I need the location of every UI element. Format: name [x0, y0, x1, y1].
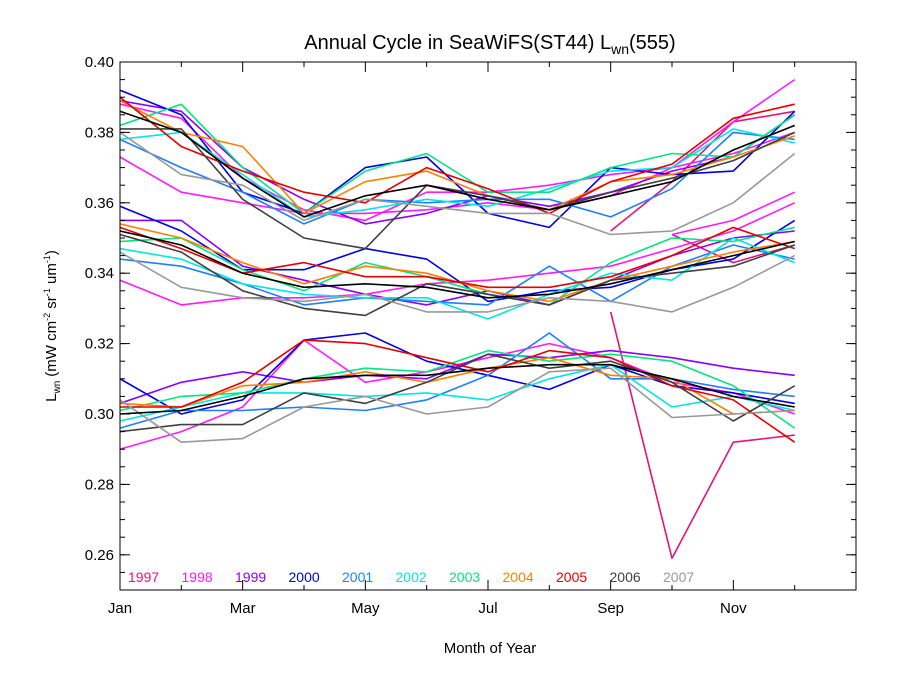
y-axis-label-mid2: um: [43, 263, 60, 288]
x-axis-ticks: Jan Mar May Jul Sep Nov: [108, 62, 796, 617]
legend-item-2006: 2006: [610, 569, 641, 585]
y-axis-label-mid1: sr: [43, 296, 60, 313]
legend-item-2005: 2005: [556, 569, 587, 585]
y-axis-label: Lwn(mW cm-2 sr-1 um-1): [42, 250, 63, 402]
series-line-2007: [119, 251, 796, 313]
x-tick-label: Sep: [597, 600, 624, 617]
series-line-2005: [120, 339, 796, 443]
series-lines: [119, 78, 796, 560]
series-line-black: [119, 110, 795, 218]
y-tick-label: 0.30: [85, 406, 114, 423]
y-axis-label-sup2: -1: [42, 288, 52, 296]
legend-item-1998: 1998: [182, 569, 213, 585]
legend-item-1999: 1999: [235, 569, 266, 585]
chart-title: Annual Cycle in SeaWiFS(ST44) Lwn(555): [304, 32, 675, 57]
x-tick-label: May: [351, 600, 380, 617]
series-line-1998: [671, 191, 796, 236]
series-line-black: [119, 363, 795, 415]
y-tick-label: 0.34: [85, 265, 114, 282]
legend-item-2000: 2000: [289, 569, 320, 585]
series-line-1997: [671, 233, 795, 264]
y-axis-label-main: L: [43, 394, 60, 402]
legend-item-2004: 2004: [503, 569, 534, 585]
series-line-2006: [119, 353, 796, 433]
series-line-1999: [119, 99, 796, 225]
y-axis-label-units: (mW cm: [43, 321, 60, 377]
series-line-2007: [119, 367, 795, 444]
series-line-1997: [610, 110, 795, 232]
chart-title-main: Annual Cycle in SeaWiFS(ST44) L: [304, 32, 611, 54]
series-line-2003: [119, 103, 796, 215]
y-tick-label: 0.28: [85, 476, 114, 493]
legend-item-2001: 2001: [342, 569, 373, 585]
series-line-2004: [119, 356, 795, 415]
series-line-2004: [119, 99, 795, 215]
series-line-1998: [119, 131, 795, 215]
x-tick-label: Nov: [720, 600, 747, 617]
legend-item-2002: 2002: [396, 569, 427, 585]
y-tick-label: 0.26: [85, 547, 114, 564]
x-axis-label: Month of Year: [444, 640, 537, 657]
x-tick-label: Jan: [108, 600, 132, 617]
series-line-black: [119, 230, 795, 299]
y-tick-label: 0.36: [85, 195, 114, 212]
series-line-2000: [119, 89, 796, 229]
series-line-2003: [119, 349, 796, 429]
series-line-2006: [119, 233, 795, 317]
series-line-2001: [119, 332, 795, 429]
series-line-1997: [609, 311, 795, 560]
legend-item-2007: 2007: [663, 569, 694, 585]
y-axis-label-sup1: -2: [42, 313, 52, 321]
series-line-2002: [119, 237, 795, 320]
y-tick-label: 0.40: [85, 54, 114, 71]
y-axis-label-subscript: wn: [52, 381, 63, 395]
chart-title-tail: (555): [629, 32, 676, 54]
series-line-1999: [119, 349, 795, 405]
y-axis-label-end: ): [43, 250, 60, 255]
y-tick-label: 0.38: [85, 124, 114, 141]
series-line-2003: [119, 226, 795, 306]
series-line-2007: [119, 131, 796, 236]
plot-frame: [119, 61, 857, 591]
x-tick-label: Mar: [230, 600, 256, 617]
x-tick-label: Jul: [478, 600, 497, 617]
legend-item-1997: 1997: [128, 569, 159, 585]
series-line-2005: [119, 96, 795, 215]
legend-item-2003: 2003: [449, 569, 480, 585]
chart-title-subscript: wn: [610, 41, 629, 57]
series-line-2006: [120, 128, 796, 250]
legend: 1997 1998 1999 2000 2001 2002 2003 2004 2005 2006…: [128, 569, 694, 585]
series-line-2001: [119, 244, 795, 306]
y-axis-label-sup3: -1: [42, 255, 52, 263]
y-tick-label: 0.32: [85, 336, 114, 353]
series-line-2002: [119, 363, 795, 422]
y-axis-ticks: 0.26 0.28 0.30 0.32 0.34 0.36 0.38 0.40: [85, 54, 856, 591]
